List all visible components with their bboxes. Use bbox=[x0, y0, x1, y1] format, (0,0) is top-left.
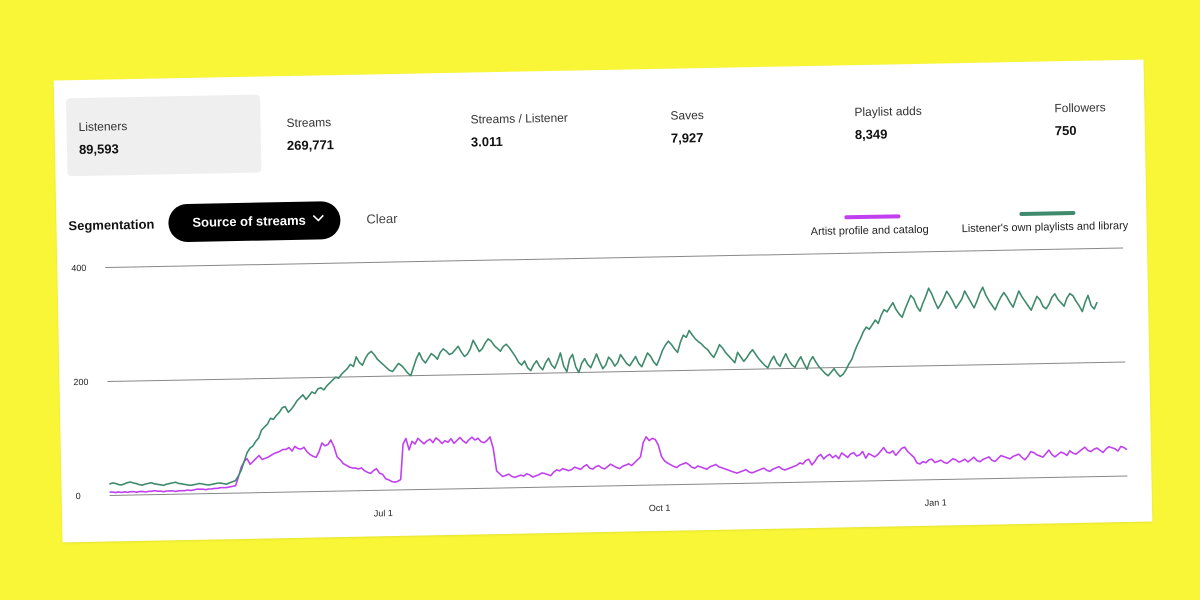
stat-value: 750 bbox=[1054, 122, 1077, 139]
stat-label: Streams bbox=[286, 115, 332, 131]
stat-playlist-adds[interactable]: Playlist adds 8,349 bbox=[842, 80, 993, 161]
legend-swatch-artist bbox=[844, 214, 901, 220]
analytics-card: Listeners 89,593 Streams 269,771 Streams… bbox=[53, 59, 1153, 543]
stat-streams[interactable]: Streams 269,771 bbox=[274, 91, 425, 172]
stat-streams-per-listener[interactable]: Streams / Listener 3.011 bbox=[458, 87, 629, 168]
gridline bbox=[105, 247, 1124, 269]
stat-label: Playlist adds bbox=[854, 103, 922, 120]
stat-label: Saves bbox=[670, 108, 704, 123]
chevron-down-icon bbox=[312, 214, 324, 222]
series-line-artist-profile bbox=[109, 435, 1128, 494]
stat-label: Listeners bbox=[78, 119, 128, 135]
streams-line-chart: 0 200 400 Jul 1 Oct 1 Jan 1 bbox=[71, 247, 1128, 518]
x-tick-label: Oct 1 bbox=[649, 503, 671, 513]
stat-value: 7,927 bbox=[670, 130, 704, 146]
y-tick-label: 0 bbox=[76, 491, 81, 501]
stat-listeners[interactable]: Listeners 89,593 bbox=[66, 94, 262, 177]
legend-label-playlists: Listener's own playlists and library bbox=[961, 219, 1129, 236]
stat-value: 89,593 bbox=[78, 141, 119, 158]
stat-saves[interactable]: Saves 7,927 bbox=[658, 84, 799, 165]
series-line-own-playlists bbox=[109, 286, 1098, 487]
gridline bbox=[107, 361, 1126, 383]
stat-followers[interactable]: Followers 750 bbox=[1042, 78, 1133, 158]
legend-artist-profile[interactable]: Artist profile and catalog bbox=[810, 214, 929, 238]
x-tick-label: Jul 1 bbox=[374, 508, 393, 518]
stat-value: 8,349 bbox=[854, 126, 888, 143]
legend-own-playlists[interactable]: Listener's own playlists and library bbox=[961, 210, 1128, 235]
clear-button[interactable]: Clear bbox=[366, 210, 398, 227]
stat-label: Followers bbox=[1054, 100, 1106, 116]
stats-row: Listeners 89,593 Streams 269,771 Streams… bbox=[66, 78, 1129, 178]
stat-label: Streams / Listener bbox=[470, 110, 568, 127]
source-of-streams-dropdown[interactable]: Source of streams bbox=[168, 201, 341, 243]
legend-swatch-playlists bbox=[1019, 210, 1076, 216]
legend-label-artist: Artist profile and catalog bbox=[810, 223, 929, 238]
y-tick-label: 200 bbox=[73, 377, 88, 387]
stat-value: 269,771 bbox=[286, 137, 335, 154]
segmentation-label: Segmentation bbox=[68, 216, 155, 234]
gridline bbox=[109, 475, 1128, 497]
y-tick-label: 400 bbox=[71, 263, 86, 273]
x-tick-label: Jan 1 bbox=[925, 497, 947, 507]
dropdown-label: Source of streams bbox=[192, 212, 306, 230]
stat-value: 3.011 bbox=[470, 133, 503, 150]
